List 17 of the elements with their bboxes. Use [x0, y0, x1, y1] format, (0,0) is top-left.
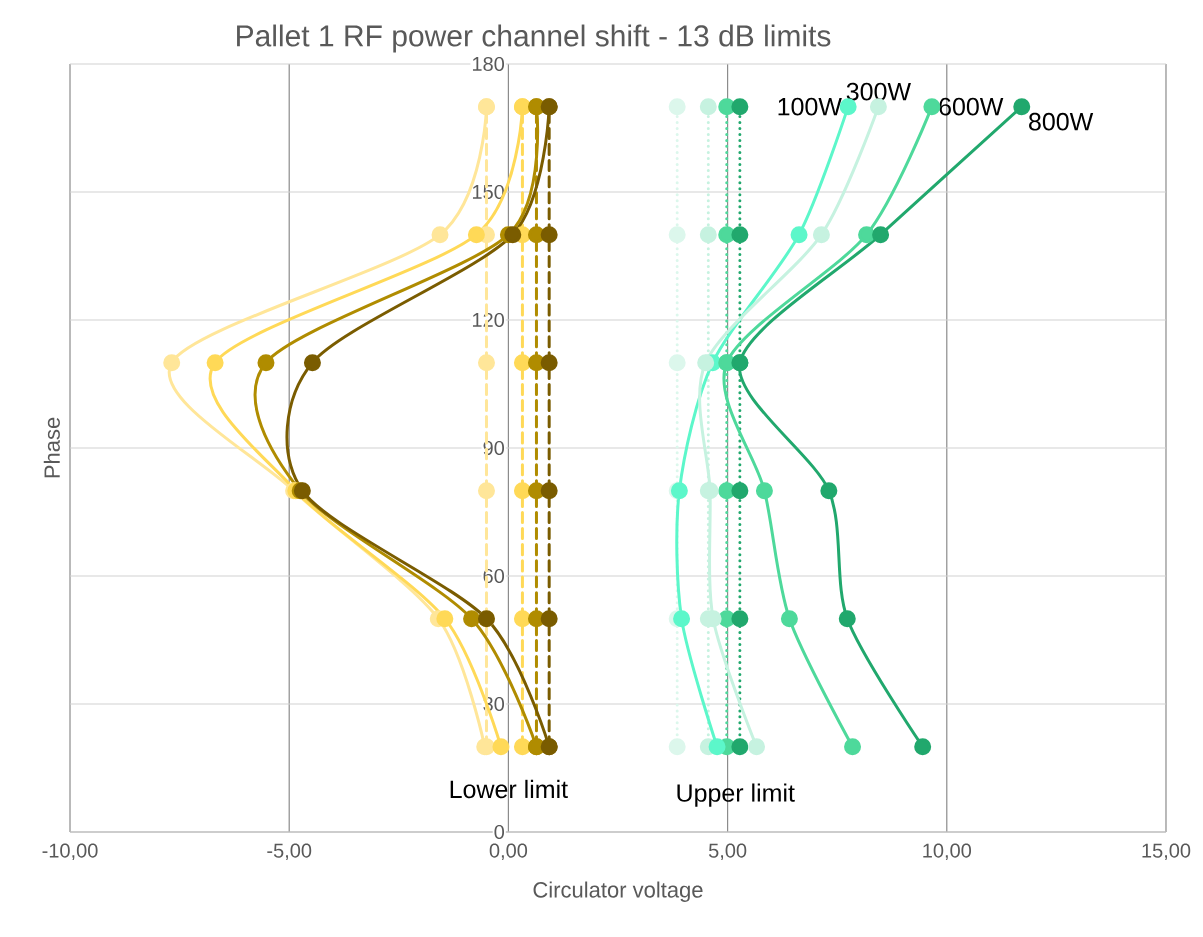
- annotation: Lower limit: [450, 779, 568, 799]
- y-tick-label: 180: [472, 56, 505, 72]
- x-tick-label: -5,00: [267, 843, 312, 861]
- series-label: 300W: [846, 82, 911, 101]
- x-tick-label: 10,00: [923, 843, 972, 861]
- x-tick-label: 5,00: [708, 843, 747, 861]
- x-tick-label: -10,00: [42, 843, 98, 861]
- series-label: 100W: [778, 97, 842, 116]
- annotation: Upper limit: [677, 783, 795, 807]
- series-label: 600W: [939, 97, 1004, 116]
- chart-title: Pallet 1 RF power channel shift - 13 dB limits: [237, 24, 831, 53]
- series-label: 800W: [1029, 112, 1094, 131]
- y-axis-title: Phase: [43, 417, 60, 478]
- x-tick-label: 15,00: [1142, 843, 1191, 861]
- y-tick-label: 0: [494, 824, 505, 840]
- x-axis-title: Circulator voltage: [533, 881, 703, 903]
- x-tick-label: 0,00: [489, 843, 528, 861]
